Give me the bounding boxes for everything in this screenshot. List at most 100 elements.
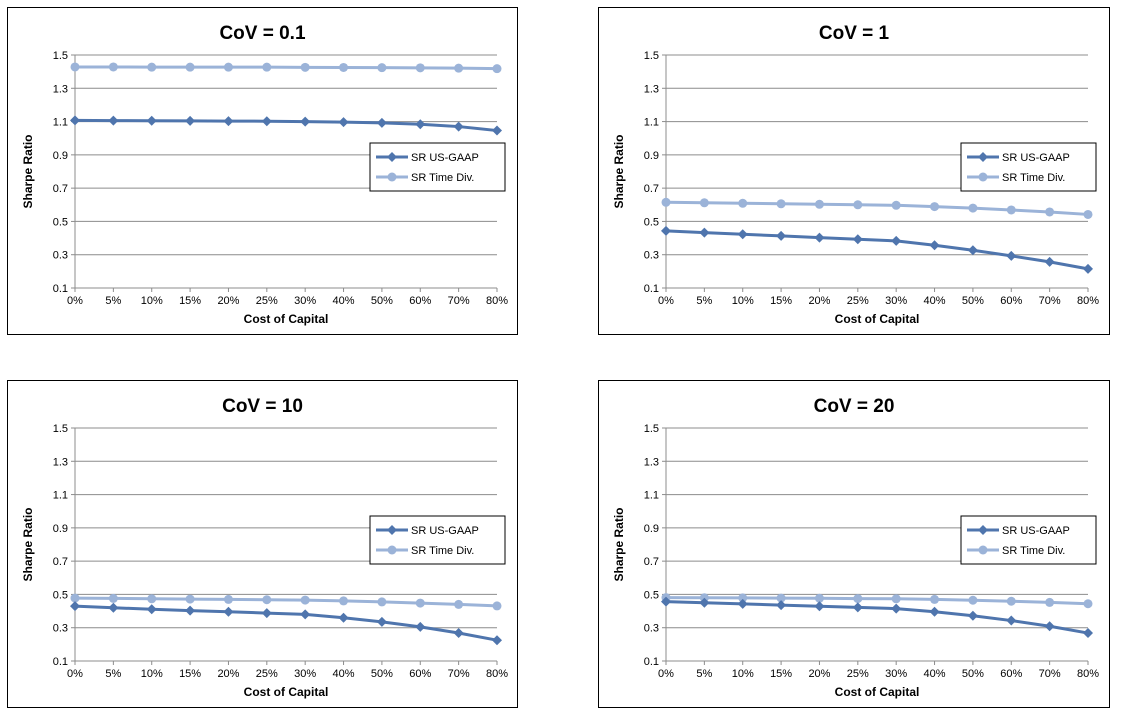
y-tick-label: 1.5 [53,50,68,62]
data-point [1006,615,1017,626]
data-point [776,593,786,603]
data-point [814,199,824,209]
data-point [814,593,824,603]
x-tick-label: 0% [67,295,83,307]
data-point [338,612,349,623]
data-point [1083,209,1093,219]
data-point [338,117,349,128]
x-tick-label: 15% [179,295,201,307]
x-tick-label: 40% [924,668,946,680]
x-tick-label: 80% [486,295,508,307]
x-tick-label: 0% [67,668,83,680]
legend-box [369,142,506,192]
y-tick-label: 0.3 [53,623,68,635]
data-point [300,609,311,620]
data-point [223,116,234,127]
x-tick-label: 20% [217,295,239,307]
y-tick-label: 0.5 [644,589,659,601]
chart-svg: CoV = 10 0.1 0.3 0.5 0.7 0.9 1.1 1.3 1.5 0% 5% 10% 1… [21,396,508,699]
x-tick-label: 30% [885,668,907,680]
y-tick-label: 0.7 [644,183,659,195]
data-point [223,62,233,72]
data-point [738,593,748,603]
y-tick-label: 0.1 [53,283,68,295]
x-tick-label: 30% [294,295,316,307]
chart-svg: CoV = 20 0.1 0.3 0.5 0.7 0.9 1.1 1.3 1.5 0% 5% 10% 1… [612,396,1099,699]
data-point [1044,621,1055,632]
data-point [1083,599,1093,609]
y-tick-label: 0.7 [53,183,68,195]
series-line [75,65,498,71]
data-point [661,197,671,207]
data-point [415,119,426,130]
data-point [262,62,272,72]
data-point [737,229,748,240]
x-tick-label: 40% [333,295,355,307]
x-tick-label: 60% [1000,668,1022,680]
chart-title: CoV = 1 [819,23,890,44]
data-point [1006,250,1017,261]
series-line [74,604,498,642]
data-point [891,235,902,246]
x-tick-label: 60% [409,295,431,307]
y-tick-label: 0.9 [644,150,659,162]
chart-panel-cov-10: CoV = 10 0.1 0.3 0.5 0.7 0.9 1.1 1.3 1.5 0% 5% 10% 1… [7,380,518,708]
data-point [1006,205,1016,215]
x-tick-label: 0% [658,668,674,680]
y-tick-label: 1.1 [644,490,659,502]
legend-marker [978,545,988,555]
data-point [415,598,425,608]
x-tick-label: 80% [1077,295,1099,307]
y-tick-label: 1.3 [644,456,659,468]
y-tick-label: 0.1 [53,656,68,668]
y-tick-label: 1.1 [53,490,68,502]
x-tick-label: 15% [770,295,792,307]
data-point [776,199,786,209]
x-tick-label: 40% [333,668,355,680]
y-tick-label: 0.9 [53,523,68,535]
data-point [929,606,940,617]
data-point [738,198,748,208]
data-point [1083,263,1093,274]
data-point [377,597,387,607]
data-point [776,600,787,611]
data-point [1045,597,1055,607]
data-point [930,202,940,212]
data-point [300,62,310,72]
x-tick-label: 60% [1000,295,1022,307]
y-tick-label: 0.5 [644,216,659,228]
data-point [146,115,157,126]
x-tick-label: 50% [371,295,393,307]
data-point [108,62,118,72]
x-tick-label: 20% [808,668,830,680]
x-tick-label: 15% [179,668,201,680]
data-point [185,62,195,72]
x-axis-label: Cost of Capital [835,685,920,699]
data-point [492,64,502,74]
y-tick-label: 1.1 [644,117,659,129]
legend: SR US-GAAP SR Time Div. [960,142,1097,192]
legend-label: SR Time Div. [411,172,474,184]
chart-panel-cov-1: CoV = 1 0.1 0.3 0.5 0.7 0.9 1.1 1.3 1.5 0% 5% 10% 15… [598,7,1110,335]
data-point [185,594,195,604]
y-tick-label: 0.7 [644,556,659,568]
data-point [147,594,157,604]
x-axis-label: Cost of Capital [244,685,329,699]
legend-marker [978,525,988,535]
x-tick-label: 5% [105,668,121,680]
data-point [415,63,425,73]
y-tick-label: 1.5 [644,423,659,435]
x-tick-label: 60% [409,668,431,680]
data-point [492,635,502,646]
data-point [492,125,502,136]
legend-label: SR Time Div. [1002,545,1065,557]
y-tick-label: 1.3 [644,83,659,95]
data-point [185,605,196,616]
x-tick-label: 5% [696,295,712,307]
data-point [661,596,671,607]
data-point [929,240,940,251]
x-tick-label: 80% [486,668,508,680]
series-line [74,118,498,133]
x-tick-label: 10% [732,668,754,680]
data-point [415,621,426,632]
